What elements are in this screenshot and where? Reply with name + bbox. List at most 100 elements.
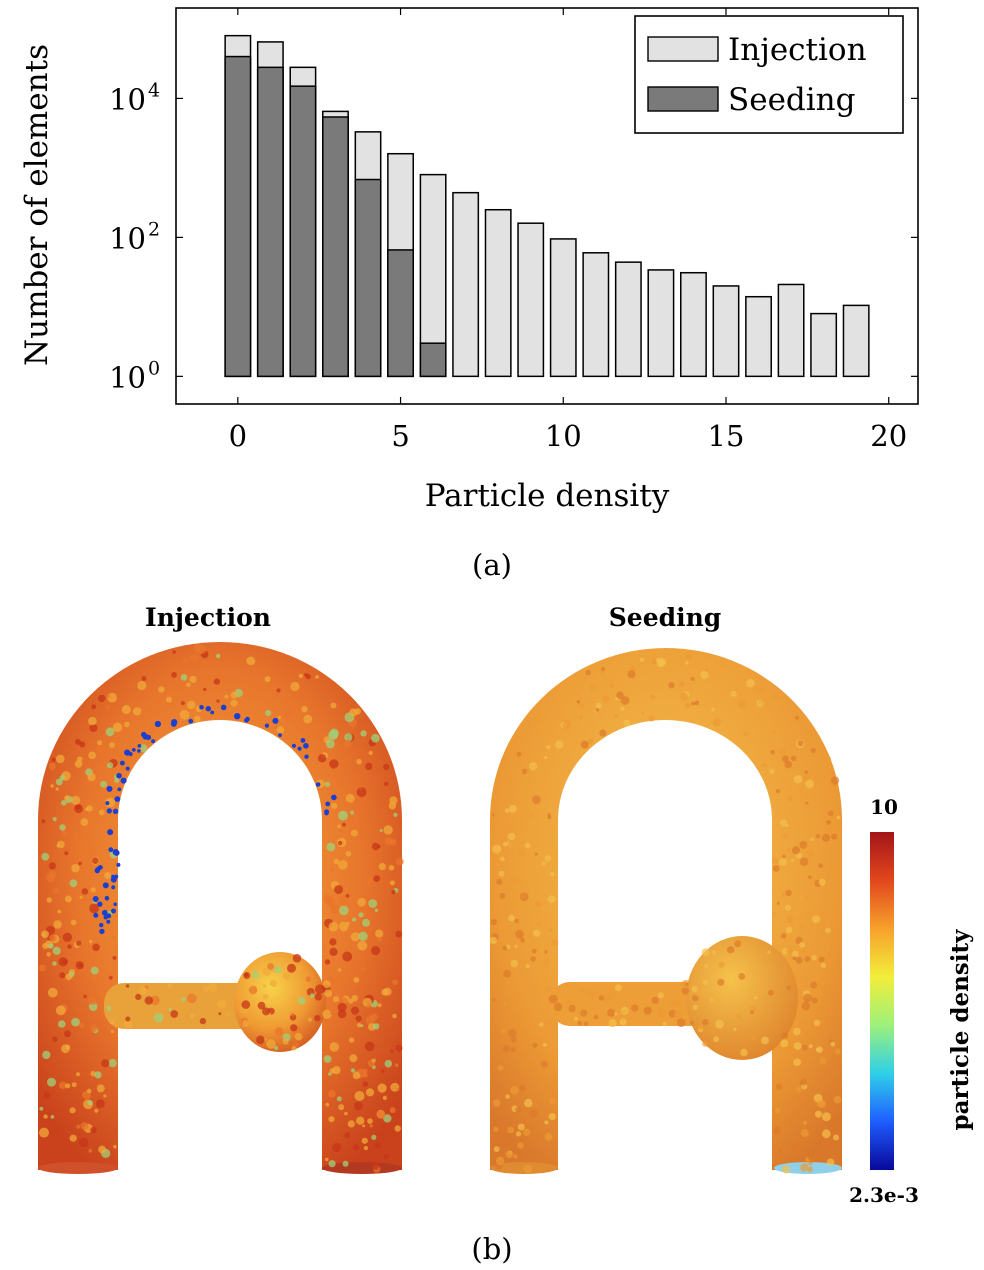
texture-speckle [87,773,96,782]
texture-speckle [277,715,282,720]
bar-injection-14 [680,271,707,378]
texture-speckle [614,713,619,718]
texture-speckle [120,765,127,771]
texture-speckle [539,1022,544,1027]
texture-speckle [58,1081,67,1089]
texture-speckle [52,961,57,966]
texture-speckle [41,930,49,939]
texture-speckle [780,1039,789,1048]
texture-speckle [323,980,331,988]
bar-seeding-6 [419,342,447,378]
texture-speckle [348,998,354,1004]
texture-speckle [394,1063,399,1068]
texture-speckle [694,700,700,706]
texture-speckle [101,1059,110,1068]
texture-speckle [317,754,327,763]
texture-speckle [717,978,725,986]
texture-speckle [266,1039,276,1049]
texture-speckle [43,1114,48,1119]
texture-speckle [808,1044,813,1049]
texture-speckle [304,673,308,677]
texture-speckle [362,1068,368,1074]
texture-speckle [823,755,831,763]
texture-speckle [39,1127,49,1138]
texture-speckle [614,984,622,992]
texture-speckle [734,940,742,948]
texture-speckle [181,996,186,1002]
texture-speckle [609,683,614,689]
texture-speckle [373,1023,380,1030]
texture-speckle [370,1013,378,1021]
texture-speckle [104,872,112,879]
texture-speckle [510,959,518,968]
low-density-spot [116,772,122,779]
texture-speckle [383,825,393,835]
texture-speckle [835,797,839,802]
texture-speckle [502,1044,510,1053]
texture-speckle [328,921,339,932]
texture-speckle [833,1095,842,1104]
texture-speckle [309,993,315,998]
texture-speckle [768,989,774,996]
texture-speckle [507,832,516,841]
texture-speckle [109,742,115,749]
texture-speckle [492,844,502,854]
texture-speckle [284,711,292,719]
low-density-spot [291,743,296,748]
texture-speckle [43,1092,51,1099]
texture-speckle [355,1015,362,1022]
texture-speckle [55,1005,66,1016]
colorbar-gradient [870,832,894,1170]
texture-speckle [83,994,87,999]
texture-speckle [510,739,518,746]
texture-speckle [329,947,338,956]
texture-speckle [543,958,551,965]
texture-speckle [325,739,335,749]
texture-speckle [301,706,308,713]
caption-b: (b) [471,1232,513,1266]
bar-injection-16 [745,295,772,378]
texture-speckle [507,1126,515,1134]
injection-outlet-right [322,1162,402,1174]
texture-speckle [180,701,185,706]
texture-speckle [64,851,69,856]
texture-speckle [290,1024,298,1032]
texture-speckle [806,849,815,858]
texture-speckle [602,695,610,703]
texture-speckle [110,1029,114,1034]
texture-speckle [497,1064,504,1071]
texture-speckle [350,1006,360,1015]
texture-speckle [371,842,380,851]
x-tick-label-15: 15 [708,419,745,453]
y-tick-exponent-0: 0 [148,357,160,379]
texture-speckle [547,895,556,904]
texture-speckle [607,1008,615,1017]
texture-speckle [623,719,631,727]
texture-speckle [139,986,148,996]
texture-speckle [363,876,373,885]
texture-speckle [344,733,353,742]
texture-speckle [167,983,172,988]
texture-speckle [815,1047,820,1052]
texture-speckle [500,856,505,862]
texture-speckle [94,1071,102,1079]
texture-speckle [362,918,370,927]
bar-injection-10 [549,238,577,378]
texture-speckle [793,1042,802,1050]
texture-speckle [384,781,389,787]
texture-speckle [718,961,725,968]
low-density-spot [331,794,337,801]
texture-speckle [307,1017,312,1022]
texture-speckle [124,721,130,728]
texture-speckle [524,842,531,849]
texture-speckle [668,682,675,689]
colorbar-max-label: 10 [870,795,898,819]
texture-speckle [112,722,123,733]
texture-speckle [48,862,56,870]
texture-speckle [547,815,552,820]
texture-speckle [821,1112,831,1122]
bar-seeding-4 [354,178,382,378]
low-density-spot [108,847,114,853]
texture-speckle [392,979,398,986]
texture-speckle [795,956,803,964]
